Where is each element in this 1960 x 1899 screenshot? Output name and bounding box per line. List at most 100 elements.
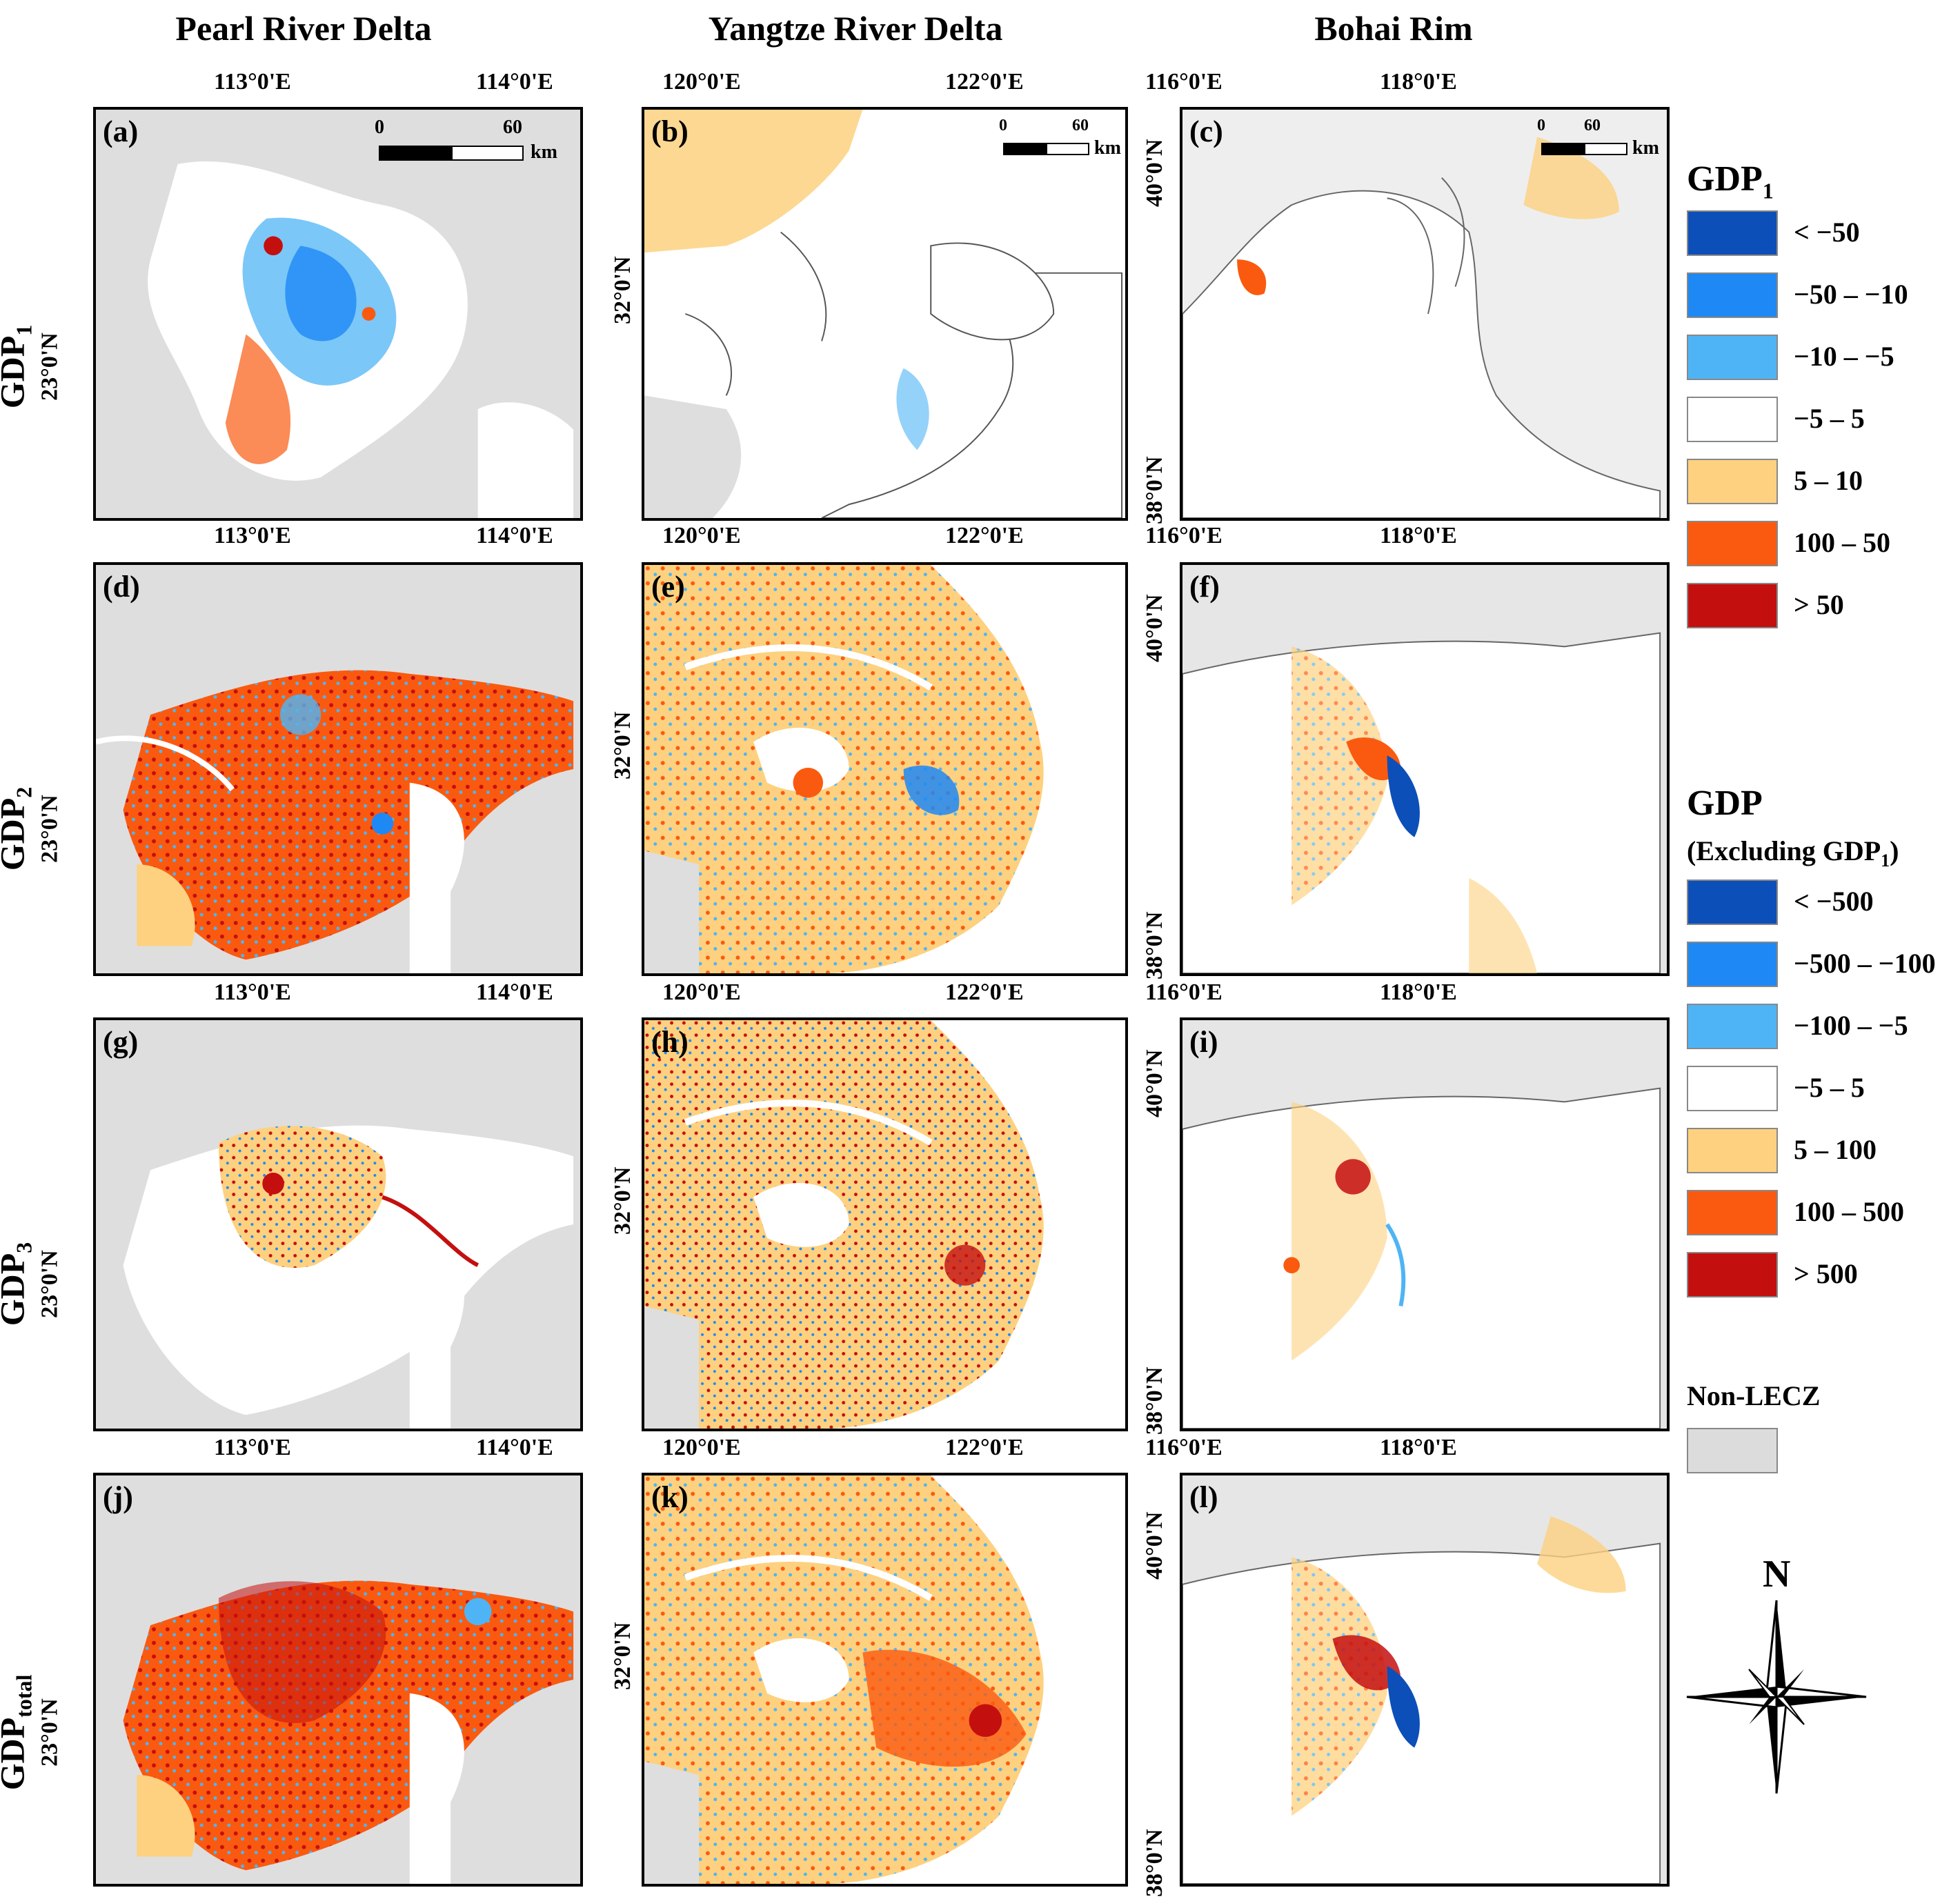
- map-panel-k: (k): [642, 1473, 1128, 1887]
- legend-gdp1-title: GDP1: [1687, 159, 1774, 203]
- map-yrd-gdp3: [644, 1020, 1044, 1429]
- lon-label: 120°0'E: [662, 980, 741, 1005]
- lat-label: 40°0'N: [1142, 1049, 1167, 1117]
- panel-label: (e): [651, 570, 685, 604]
- panel-label: (i): [1189, 1025, 1218, 1059]
- legend-label: > 500: [1794, 1258, 1858, 1289]
- lon-label: 114°0'E: [476, 69, 553, 95]
- map-prd-gdp3: [123, 1125, 574, 1429]
- legend-swatch: [1687, 272, 1778, 318]
- legend-label: 100 – 500: [1794, 1196, 1904, 1227]
- map-bohai-gdp2: [1182, 632, 1661, 973]
- lon-label: 122°0'E: [945, 1435, 1024, 1460]
- lon-label: 114°0'E: [476, 523, 553, 548]
- map-yrd-gdp1: [644, 110, 1123, 518]
- lon-label: 118°0'E: [1380, 523, 1457, 548]
- column-title-bohai: Bohai Rim: [1314, 9, 1473, 48]
- panel-label: (a): [103, 115, 139, 148]
- panel-label: (d): [103, 570, 140, 604]
- map-panel-g: (g): [93, 1017, 583, 1431]
- lon-label: 113°0'E: [214, 69, 291, 95]
- scale-bar: 0 60 km: [375, 117, 579, 179]
- map-panel-d: (d): [93, 562, 583, 976]
- lon-label: 122°0'E: [945, 69, 1024, 95]
- legend-label: < −50: [1794, 217, 1860, 248]
- row-label-gdp1: GDP1 23°0'N: [0, 257, 63, 477]
- legend-label: 5 – 100: [1794, 1134, 1877, 1165]
- legend-label: −50 – −10: [1794, 279, 1908, 310]
- row-label-gdp3: GDP3 23°0'N: [0, 1174, 63, 1395]
- legend-swatch: [1687, 397, 1778, 442]
- lat-label: 38°0'N: [1142, 911, 1167, 980]
- scale-zero: 0: [999, 117, 1007, 135]
- legend-swatch: [1687, 583, 1778, 628]
- panel-label: (b): [651, 115, 689, 148]
- legend-gdp-subtitle: (Excluding GDP1): [1687, 835, 1899, 871]
- panel-label: (k): [651, 1480, 689, 1514]
- lon-label: 120°0'E: [662, 1435, 741, 1460]
- lon-label: 116°0'E: [1145, 980, 1222, 1005]
- legend-swatch: [1687, 1252, 1778, 1298]
- panel-label: (l): [1189, 1480, 1218, 1514]
- map-yrd-gdptotal: [644, 1475, 1044, 1884]
- lon-label: 116°0'E: [1145, 523, 1222, 548]
- map-panel-j: (j): [93, 1473, 583, 1887]
- column-title-prd: Pearl River Delta: [175, 9, 432, 48]
- scale-bar: 0 60 km: [999, 117, 1125, 172]
- panel-label: (f): [1189, 570, 1220, 604]
- row-lat-label: 23°0'N: [37, 795, 63, 863]
- legend-swatch: [1687, 1066, 1778, 1111]
- lon-label: 118°0'E: [1380, 980, 1457, 1005]
- map-panel-h: (h): [642, 1017, 1128, 1431]
- map-panel-a: (a) 0 60 km: [93, 107, 583, 521]
- compass-icon: [1686, 1600, 1867, 1794]
- map-prd-gdptotal: [123, 1580, 574, 1884]
- lon-label: 113°0'E: [214, 523, 291, 548]
- scale-bar-graphic: [1003, 143, 1089, 155]
- lon-label: 122°0'E: [945, 523, 1024, 548]
- row-label-gdp2: GDP2 23°0'N: [0, 719, 63, 939]
- lat-label: 40°0'N: [1142, 1511, 1167, 1580]
- lon-label: 116°0'E: [1145, 69, 1222, 95]
- row-lat-label: 23°0'N: [37, 1250, 63, 1318]
- scale-bar-graphic: [1541, 143, 1627, 155]
- scale-zero: 0: [1537, 117, 1545, 135]
- map-bohai-gdp1: [1182, 137, 1661, 518]
- north-label: N: [1763, 1553, 1791, 1595]
- map-panel-i: (i): [1180, 1017, 1670, 1431]
- row-lat-label: 23°0'N: [37, 332, 63, 401]
- map-panel-c: (c) 0 60 km: [1180, 107, 1670, 521]
- scale-max: 60: [503, 117, 522, 138]
- legend-nonlecz-title: Non-LECZ: [1687, 1380, 1821, 1411]
- legend-swatch: [1687, 879, 1778, 925]
- legend-label: −10 – −5: [1794, 341, 1894, 372]
- legend-label: 5 – 10: [1794, 465, 1863, 496]
- scale-max: 60: [1072, 117, 1089, 135]
- legend-label: −100 – −5: [1794, 1010, 1908, 1041]
- row-label-gdptotal: GDPtotal 23°0'N: [0, 1622, 63, 1843]
- legend-swatch: [1687, 210, 1778, 256]
- lat-label: 38°0'N: [1142, 1829, 1167, 1897]
- legend-label: < −500: [1794, 886, 1874, 917]
- legend-swatch: [1687, 1190, 1778, 1235]
- lat-label: 32°0'N: [610, 256, 635, 324]
- scale-zero: 0: [375, 117, 384, 138]
- lat-label: 32°0'N: [610, 1166, 635, 1235]
- lat-label: 40°0'N: [1142, 139, 1167, 207]
- legend-swatch: [1687, 335, 1778, 380]
- lat-label: 38°0'N: [1142, 456, 1167, 524]
- row-lat-label: 23°0'N: [37, 1698, 63, 1767]
- panel-label: (h): [651, 1025, 689, 1059]
- map-panel-f: (f): [1180, 562, 1670, 976]
- map-yrd-gdp2: [644, 565, 1044, 973]
- legend-swatch: [1687, 1128, 1778, 1173]
- scale-unit: km: [1094, 137, 1121, 159]
- lon-label: 116°0'E: [1145, 1435, 1222, 1460]
- panel-label: (j): [103, 1480, 133, 1514]
- scale-bar-graphic: [379, 146, 524, 161]
- lon-label: 113°0'E: [214, 1435, 291, 1460]
- lon-label: 120°0'E: [662, 523, 741, 548]
- scale-unit: km: [531, 141, 557, 163]
- legend-label: −500 – −100: [1794, 948, 1936, 979]
- legend-label: 100 – 50: [1794, 527, 1890, 558]
